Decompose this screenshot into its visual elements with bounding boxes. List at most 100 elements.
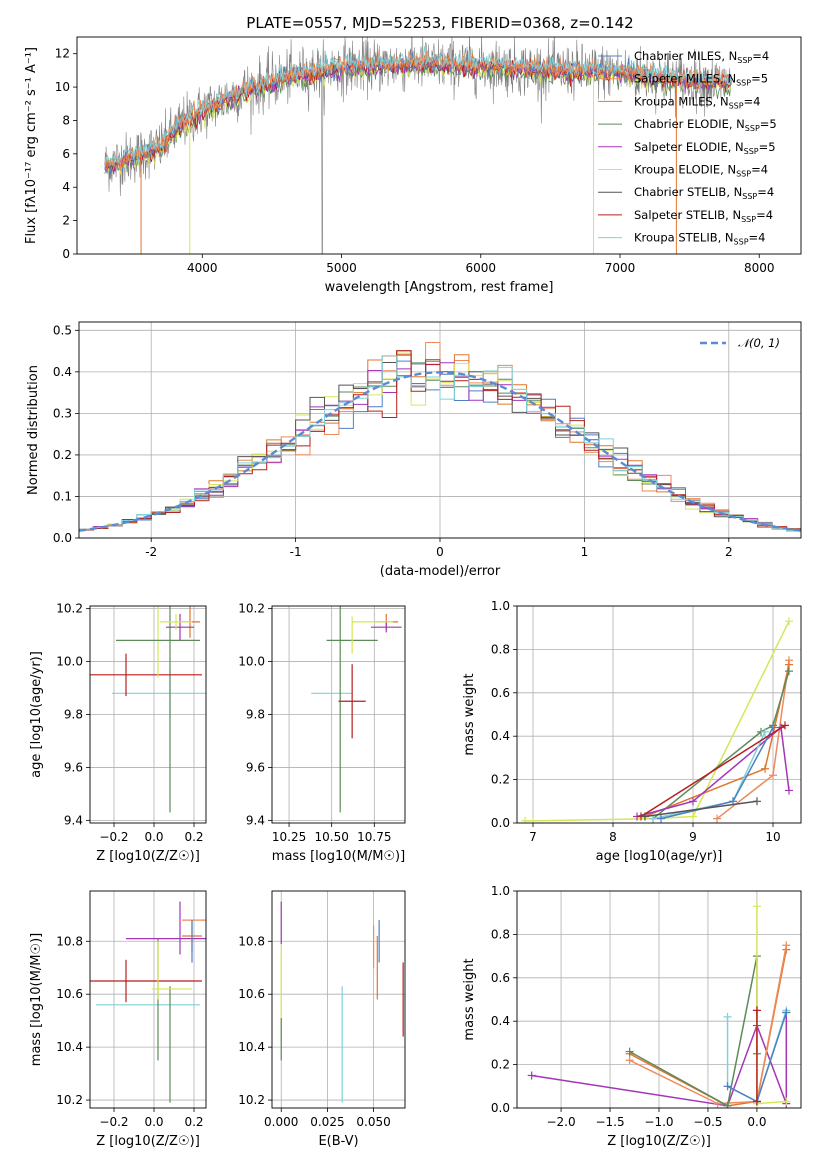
y-tick-label: 10.2 [56, 602, 83, 616]
y-tick-label: 2 [62, 214, 70, 228]
y-tick-label: 9.6 [246, 760, 265, 774]
y-tick-label: 10.2 [238, 602, 265, 616]
legend-nssp-sub: SSP [736, 79, 751, 88]
x-tick-label: 2 [725, 545, 733, 559]
y-tick-label: 9.6 [64, 760, 83, 774]
series-marker [761, 764, 769, 773]
plot-area [90, 606, 206, 813]
y-tick-label: 8 [62, 113, 70, 127]
series-marker [723, 1012, 732, 1021]
model-spectrum [104, 50, 732, 172]
x-tick-label: -1 [290, 545, 302, 559]
legend-nssp-sub: SSP [734, 238, 749, 247]
series-marker [782, 1097, 791, 1106]
legend-nssp-prefix: , N [726, 185, 742, 199]
axes-frame [271, 605, 406, 824]
legend-name: Kroupa ELODIE [634, 163, 720, 177]
x-tick-label: 8000 [744, 261, 775, 275]
legend-nssp-value: =5 [751, 72, 768, 86]
errorbar-point [90, 959, 202, 1003]
legend-name: Chabrier ELODIE [634, 117, 729, 131]
plot-area [280, 901, 404, 1103]
y-tick-label: 9.4 [64, 813, 83, 827]
y-tick-label: 9.8 [246, 708, 265, 722]
series-marker [782, 1008, 791, 1017]
legend-nssp-sub: SSP [736, 170, 751, 179]
x-tick-label: -2 [145, 545, 157, 559]
legend-entry: Chabrier STELIB, NSSP=4 [634, 185, 774, 201]
panel-weight_vs_age: 7 8 9 10 0.0 0.2 0.4 0.6 0.8 1.0 age [log10(age/yr… [462, 599, 802, 864]
series-line [644, 800, 758, 818]
x-tick-label: 6000 [465, 261, 496, 275]
series-marker [752, 1097, 761, 1106]
series-marker [625, 1047, 634, 1056]
series-marker [785, 667, 793, 676]
legend-nssp-value: =4 [749, 231, 766, 245]
legend-nssp-sub: SSP [741, 215, 756, 224]
x-tick-label: 0.000 [264, 1115, 298, 1129]
y-tick-label: 0.1 [53, 489, 72, 503]
y-tick-label: 0.6 [491, 971, 510, 985]
y-tick-label: 12 [55, 47, 70, 61]
legend-nssp-prefix: , N [720, 163, 736, 177]
legend-entry: Chabrier MILES, NSSP=4 [634, 49, 769, 65]
x-tick-label: 7000 [605, 261, 636, 275]
legend-nssp-value: =4 [752, 49, 769, 63]
y-tick-label: 10.4 [56, 1040, 83, 1054]
x-tick-label: 8 [609, 830, 617, 844]
y-axis-label: Normed distribution [26, 365, 41, 495]
y-tick-label: 9.8 [64, 708, 83, 722]
errorbar-point [370, 621, 402, 633]
plot-area [90, 901, 206, 1103]
y-tick-label: 0.8 [491, 927, 510, 941]
x-tick-label: 4000 [187, 261, 218, 275]
legend-entry: 𝒩(0, 1) [738, 336, 780, 350]
y-axis-label: mass [log10(M/M☉)] [29, 933, 44, 1066]
x-tick-label: 0.025 [310, 1115, 344, 1129]
legend-nssp-value: =5 [759, 140, 776, 154]
x-tick-label: 0 [436, 545, 444, 559]
histogram-step [79, 355, 801, 532]
y-tick-label: 1.0 [491, 599, 510, 613]
legend-name: Salpeter MILES [634, 72, 720, 86]
y-tick-label: 1.0 [491, 884, 510, 898]
series-marker [752, 1006, 761, 1015]
series-marker [769, 723, 777, 732]
legend-entry: Salpeter STELIB, NSSP=4 [634, 208, 773, 224]
y-tick-label: 10.6 [56, 987, 83, 1001]
legend-nssp-prefix: , N [728, 140, 744, 154]
panel-residuals: -2 -1 0 1 2 0.0 0.1 0.2 0.3 0.4 0.5 (data-model)/er… [26, 321, 802, 579]
series-marker [527, 1071, 536, 1080]
axes-frame [516, 605, 802, 824]
x-tick-label: 9 [689, 830, 697, 844]
panel-age_vs_mass: 10.25 10.50 10.75 9.4 9.6 9.8 10.0 10.2 mass [lo… [238, 602, 406, 864]
x-tick-label: −0.5 [693, 1115, 722, 1129]
legend-nssp-prefix: , N [718, 231, 734, 245]
axes-frame [516, 890, 802, 1109]
y-tick-label: 10.8 [56, 934, 83, 948]
plot-area [79, 342, 801, 532]
axes-frame [89, 605, 207, 824]
series-marker [761, 727, 769, 736]
x-tick-label: 5000 [326, 261, 357, 275]
series-marker [529, 816, 537, 823]
y-tick-label: 0.2 [53, 448, 72, 462]
legend-entry: Salpeter MILES, NSSP=5 [634, 72, 768, 88]
legend-nssp-sub: SSP [745, 124, 760, 133]
x-tick-label: −0.2 [99, 830, 128, 844]
legend-name: Chabrier STELIB [634, 185, 726, 199]
series-line [636, 726, 790, 818]
y-tick-label: 10.4 [238, 1040, 265, 1054]
y-tick-label: 10.0 [238, 655, 265, 669]
figure-title: PLATE=0557, MJD=52253, FIBERID=0368, z=0… [246, 14, 633, 32]
y-axis-label: age [log10(age/yr)] [29, 651, 44, 778]
series-marker [657, 814, 665, 823]
series-marker [521, 816, 529, 823]
series-marker [723, 1101, 732, 1108]
y-tick-label: 10.0 [56, 655, 83, 669]
x-tick-label: 0.0 [144, 1115, 163, 1129]
x-tick-label: −1.0 [644, 1115, 673, 1129]
